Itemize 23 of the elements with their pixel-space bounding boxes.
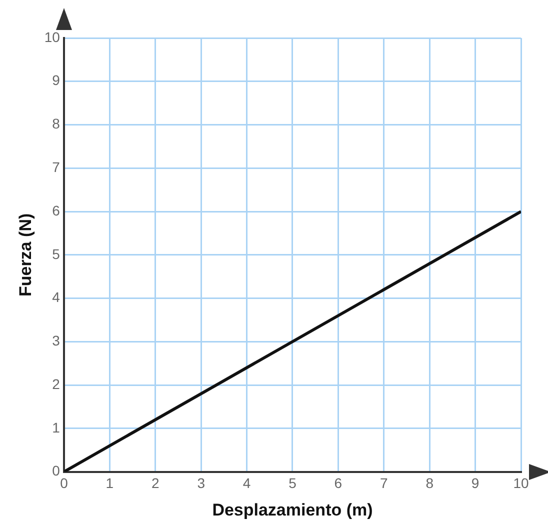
x-tick-label: 4 [242,475,251,492]
y-tick-label: 4 [52,289,60,306]
x-tick-label: 7 [380,475,388,492]
x-tick-label: 8 [426,475,434,492]
x-tick-label: 3 [197,475,206,492]
y-tick-label: 7 [52,159,60,175]
y-tick-label: 3 [52,332,60,349]
y-tick-label: 10 [44,28,60,45]
y-tick-label: 6 [52,202,60,218]
y-tick-label: 8 [52,116,60,132]
x-axis-title: Desplazamiento (m) [212,500,373,520]
y-tick-label: 5 [52,246,60,262]
x-tick-label: 10 [513,475,529,492]
y-tick-label: 9 [52,72,60,88]
x-tick-label: 2 [151,475,160,492]
y-tick-label: 0 [52,462,60,479]
x-tick-label: 9 [471,475,480,492]
x-tick-label: 1 [106,475,114,492]
y-tick-label: 2 [52,376,60,392]
y-tick-label: 1 [52,419,60,436]
x-tick-label: 6 [334,475,342,492]
x-tick-label: 5 [288,475,297,492]
y-axis-title: Fuerza (N) [16,213,35,296]
